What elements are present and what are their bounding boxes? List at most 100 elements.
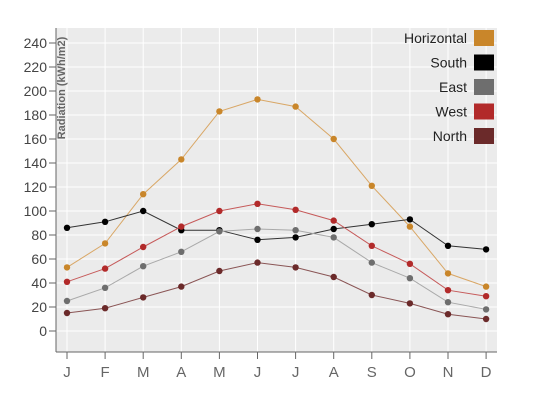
data-point-south-0 xyxy=(63,224,71,231)
series-group xyxy=(63,96,490,323)
data-point-horizontal-5 xyxy=(254,96,261,103)
data-point-east-2 xyxy=(140,263,147,270)
series-north xyxy=(63,259,490,323)
data-point-south-11 xyxy=(482,246,490,253)
y-tick-label-200: 200 xyxy=(24,83,48,99)
data-point-north-9 xyxy=(406,300,414,307)
x-tick-label-10: N xyxy=(443,364,454,381)
x-tick-label-9: O xyxy=(404,364,416,381)
data-point-south-9 xyxy=(406,216,414,223)
x-tick-label-2: M xyxy=(137,364,150,381)
data-point-horizontal-2 xyxy=(140,191,147,198)
plot-background xyxy=(56,28,497,352)
y-tick-label-240: 240 xyxy=(24,35,48,51)
data-point-east-6 xyxy=(292,227,299,234)
data-point-horizontal-11 xyxy=(482,283,490,290)
data-point-south-6 xyxy=(292,234,299,241)
series-south xyxy=(63,207,490,253)
legend-item-north: North xyxy=(433,128,494,144)
data-point-east-11 xyxy=(482,306,490,313)
y-tick-label-220: 220 xyxy=(24,59,48,75)
x-tick-label-4: M xyxy=(213,364,226,381)
data-point-horizontal-9 xyxy=(406,223,414,230)
data-point-west-3 xyxy=(178,223,185,230)
data-point-west-8 xyxy=(368,242,375,249)
y-tick-label-100: 100 xyxy=(24,203,48,219)
y-tick-label-160: 160 xyxy=(24,131,48,147)
grid-lines xyxy=(56,28,497,352)
data-point-north-2 xyxy=(140,294,147,301)
legend-swatch-east xyxy=(474,79,494,95)
data-point-horizontal-1 xyxy=(101,240,109,247)
data-point-west-4 xyxy=(216,207,223,215)
y-tick-label-60: 60 xyxy=(31,251,47,267)
data-point-west-1 xyxy=(101,265,109,272)
data-point-horizontal-6 xyxy=(292,103,299,110)
y-tick-label-20: 20 xyxy=(31,299,47,315)
data-point-west-7 xyxy=(330,217,337,224)
data-point-north-5 xyxy=(254,259,261,266)
series-line-north xyxy=(66,262,487,320)
y-tick-label-140: 140 xyxy=(24,155,48,171)
x-tick-label-3: A xyxy=(176,364,186,381)
data-point-west-10 xyxy=(444,287,452,294)
x-tick-label-11: D xyxy=(481,364,492,381)
legend-label-horizontal: Horizontal xyxy=(404,30,467,46)
data-point-north-11 xyxy=(482,315,490,323)
data-point-west-2 xyxy=(140,243,147,251)
data-point-south-5 xyxy=(254,236,261,243)
y-tick-label-0: 0 xyxy=(39,323,47,339)
x-tick-label-1: F xyxy=(101,364,110,381)
data-point-west-11 xyxy=(482,293,490,300)
data-point-east-9 xyxy=(406,275,414,282)
data-point-east-10 xyxy=(444,299,452,306)
data-point-horizontal-3 xyxy=(178,156,185,163)
data-point-east-1 xyxy=(101,284,109,291)
legend-label-west: West xyxy=(435,104,467,120)
series-horizontal xyxy=(63,96,490,290)
series-line-south xyxy=(66,210,487,250)
legend-item-west: West xyxy=(435,103,494,120)
data-point-north-4 xyxy=(216,267,223,275)
legend-swatch-west xyxy=(474,103,494,120)
data-point-east-8 xyxy=(368,259,375,266)
y-tick-label-40: 40 xyxy=(31,275,47,291)
x-tick-label-0: J xyxy=(63,364,71,381)
data-point-south-10 xyxy=(444,242,452,249)
y-tick-label-120: 120 xyxy=(24,179,48,195)
x-tick-label-6: J xyxy=(292,364,300,381)
data-point-west-5 xyxy=(254,200,261,207)
x-tick-label-8: S xyxy=(367,364,377,381)
data-point-east-3 xyxy=(178,248,185,255)
data-point-north-7 xyxy=(330,273,337,281)
data-point-north-0 xyxy=(63,309,71,317)
legend-label-north: North xyxy=(433,128,467,144)
data-point-south-1 xyxy=(101,218,109,225)
data-point-south-2 xyxy=(140,207,147,215)
data-point-horizontal-7 xyxy=(330,135,337,143)
series-line-horizontal xyxy=(66,98,487,288)
y-axis: 0 20 40 60 80 100 120 140 160 180 200 220 240 xyxy=(24,28,57,352)
data-point-north-3 xyxy=(178,283,185,290)
series-east xyxy=(63,225,490,313)
data-point-horizontal-0 xyxy=(63,264,71,271)
legend-item-south: South xyxy=(430,54,494,71)
data-point-east-4 xyxy=(216,228,223,235)
legend: Horizontal South East West North xyxy=(404,30,494,144)
y-tick-label-180: 180 xyxy=(24,107,48,123)
data-point-horizontal-4 xyxy=(216,108,223,115)
data-point-north-1 xyxy=(101,305,109,312)
y-tick-label-80: 80 xyxy=(31,227,47,243)
series-line-east xyxy=(66,228,487,310)
data-point-north-6 xyxy=(292,264,299,271)
data-point-horizontal-8 xyxy=(368,182,375,189)
data-point-east-5 xyxy=(254,225,261,233)
legend-label-south: South xyxy=(430,55,467,71)
data-point-east-7 xyxy=(330,234,337,241)
data-point-north-8 xyxy=(368,291,375,299)
x-tick-label-5: J xyxy=(254,364,262,381)
data-point-south-7 xyxy=(330,225,337,233)
legend-item-east: East xyxy=(439,79,494,95)
